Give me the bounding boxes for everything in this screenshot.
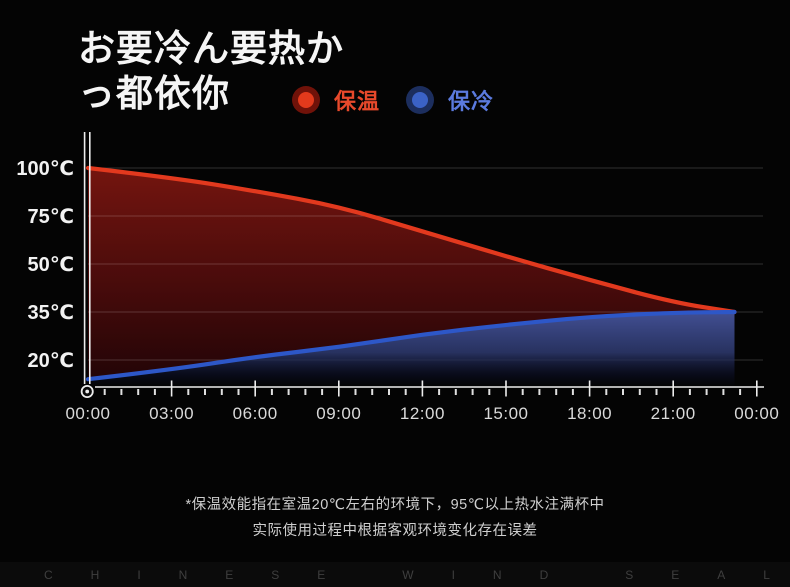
brand-letter: E — [671, 567, 680, 582]
letter-spacer — [363, 574, 364, 575]
cold-legend-dot-icon — [412, 92, 429, 108]
x-tick-label: 00:00 — [734, 404, 779, 423]
axis-origin-dot-icon — [85, 389, 90, 394]
x-tick-label: 03:00 — [149, 404, 194, 423]
brand-letter: I — [451, 567, 455, 582]
brand-letter: N — [492, 567, 502, 582]
cold-area-fill — [88, 312, 735, 387]
brand-letter: N — [178, 567, 188, 582]
y-tick-label: 100℃ — [16, 158, 74, 180]
brand-letter: C — [44, 567, 53, 582]
y-tick-label: 50℃ — [28, 254, 74, 276]
cold-legend-label: 保冷 — [448, 89, 495, 114]
footnote: *保温效能指在室温20℃左右的环境下，95℃以上热水注满杯中 实际使用过程中根据… — [0, 492, 790, 544]
warm-legend-dot-icon — [298, 92, 314, 108]
brand-letter: S — [271, 567, 280, 582]
x-tick-label: 18:00 — [567, 404, 612, 423]
x-tick-label: 15:00 — [483, 404, 528, 423]
brand-letter: H — [90, 567, 100, 582]
legend: 保温 保冷 — [292, 85, 494, 115]
letter-spacer — [586, 574, 587, 575]
y-tick-label: 35℃ — [28, 302, 74, 324]
brand-letter: E — [317, 567, 326, 582]
page-title-line2: っ都依你 — [78, 73, 230, 114]
warm-legend-label: 保温 — [334, 89, 381, 114]
cold-series-line — [85, 309, 737, 382]
x-tick-label: 21:00 — [651, 404, 696, 423]
page-title: お要冷ん要热か っ都依你 — [78, 26, 344, 116]
brand-letter: W — [402, 567, 414, 582]
y-tick-label: 20℃ — [28, 350, 74, 372]
legend-item-warm: 保温 — [292, 84, 380, 116]
warm-area-fill — [88, 168, 735, 380]
warm-series-line — [85, 165, 737, 315]
brand-letter: E — [225, 567, 234, 582]
brand-letter: A — [717, 567, 726, 582]
x-tick-label: 06:00 — [233, 404, 278, 423]
y-tick-label: 75℃ — [28, 206, 74, 228]
page-title-line1: お要冷ん要热か — [78, 28, 344, 69]
footnote-line2: 实际使用过程中根据客观环境变化存在误差 — [252, 523, 538, 539]
brand-letter: I — [137, 567, 141, 582]
brand-letter: D — [539, 567, 549, 582]
legend-item-cold: 保冷 — [406, 84, 494, 116]
footnote-line1: *保温效能指在室温20℃左右的环境下，95℃以上热水注满杯中 — [185, 497, 605, 513]
x-tick-label: 12:00 — [400, 404, 445, 423]
x-tick-label: 00:00 — [65, 404, 110, 423]
brand-letter: L — [763, 567, 770, 582]
brand-letter: S — [625, 567, 634, 582]
x-tick-label: 09:00 — [316, 404, 361, 423]
